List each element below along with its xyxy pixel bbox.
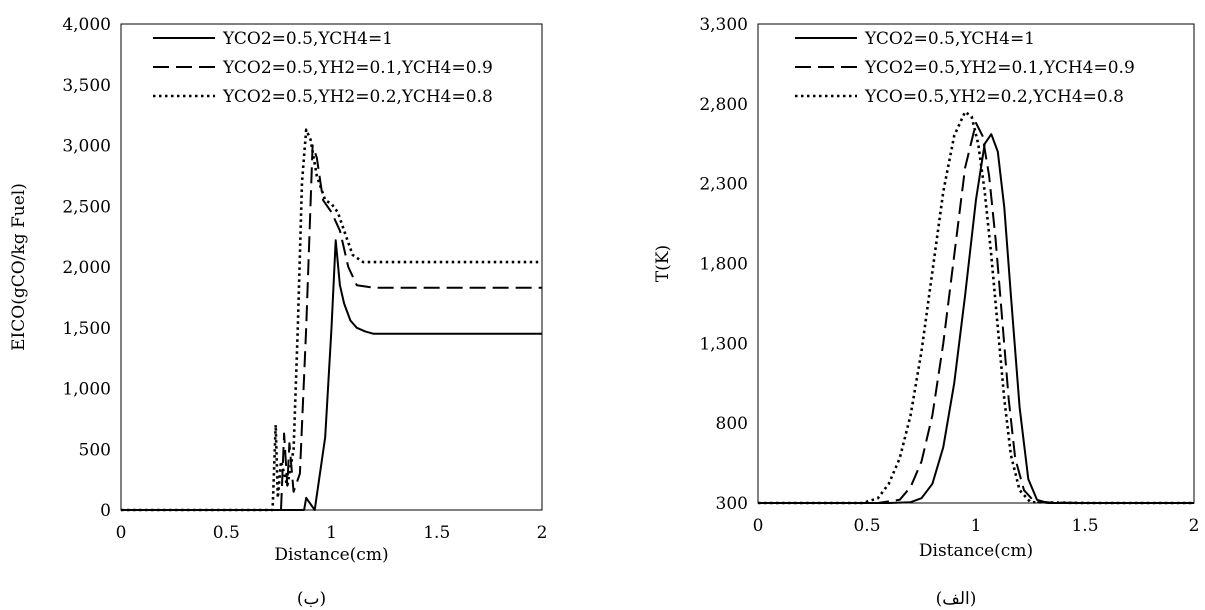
y-tick-label: 1,000 [62, 380, 111, 400]
legend-label-1: YCO2=0.5,YCH4=1 [222, 29, 393, 49]
series-line-1 [758, 133, 1194, 504]
x-tick-label: 2 [1189, 516, 1200, 536]
series-line-3 [121, 128, 542, 512]
x-tick-label: 0.5 [853, 516, 880, 536]
legend-label-2: YCO2=0.5,YH2=0.1,YCH4=0.9 [864, 58, 1135, 78]
x-tick-label: 0 [116, 523, 127, 543]
x-tick-label: 1 [971, 516, 982, 536]
x-tick-label: 2 [537, 523, 548, 543]
x-axis-label: Distance(cm) [274, 545, 388, 565]
y-tick-label: 800 [716, 414, 748, 434]
y-tick-label: 2,000 [62, 258, 111, 278]
y-tick-label: 1,800 [699, 255, 748, 275]
y-tick-label: 4,000 [62, 15, 111, 35]
x-tick-label: 0.5 [213, 523, 240, 543]
x-tick-label: 1.5 [1071, 516, 1098, 536]
y-tick-label: 0 [100, 501, 111, 521]
legend-label-1: YCO2=0.5,YCH4=1 [864, 29, 1035, 49]
legend-label-2: YCO2=0.5,YH2=0.1,YCH4=0.9 [222, 58, 493, 78]
plot-frame [120, 23, 543, 511]
series-line-2 [121, 144, 542, 511]
chart-panel-1: 0 500 1,000 1,500 2,000 2,500 3,000 3,500 4,000 0… [9, 15, 547, 609]
y-tick-label: 1,300 [699, 334, 748, 354]
y-tick-label: 300 [716, 494, 748, 514]
y-tick-label: 2,300 [699, 175, 748, 195]
x-tick-label: 1.5 [423, 523, 450, 543]
y-tick-label: 500 [79, 440, 111, 460]
series-line-1 [121, 239, 542, 511]
panel-caption: (ب) [297, 589, 326, 609]
y-axis-label: T(K) [653, 245, 673, 282]
y-tick-label: 3,300 [699, 15, 748, 35]
x-axis-label: Distance(cm) [919, 541, 1033, 561]
chart-panel-2: 300 800 1,300 1,800 2,300 2,800 3,300 0 0.5 1 1.5 2… [653, 15, 1199, 609]
plot-frame [757, 23, 1195, 504]
y-tick-label: 1,500 [62, 319, 111, 339]
x-tick-label: 1 [326, 523, 337, 543]
y-tick-label: 2,500 [62, 197, 111, 217]
y-tick-label: 2,800 [699, 95, 748, 115]
x-tick-label: 0 [753, 516, 764, 536]
y-tick-label: 3,000 [62, 137, 111, 157]
y-axis-label: EICO(gCO/kg Fuel) [9, 183, 29, 351]
panel-caption: (الف) [936, 589, 977, 609]
legend-label-3: YCO=0.5,YH2=0.2,YCH4=0.8 [864, 87, 1124, 107]
series-line-3 [758, 110, 1194, 505]
series-line-2 [758, 122, 1194, 504]
legend-label-3: YCO2=0.5,YH2=0.2,YCH4=0.8 [222, 87, 493, 107]
y-tick-label: 3,500 [62, 76, 111, 96]
